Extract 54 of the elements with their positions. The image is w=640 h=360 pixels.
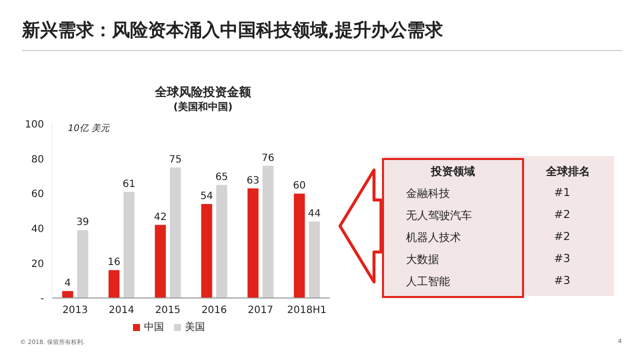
x-tick-label: 2015 (155, 305, 181, 316)
bar (77, 230, 88, 298)
bar (124, 192, 135, 298)
chart-subtitle: (美国和中国) (172, 100, 234, 114)
bar (262, 166, 274, 298)
text: #1 (553, 186, 572, 199)
data-label: 54 (200, 191, 214, 202)
legend-label: 美国 (185, 322, 205, 333)
chart-title: 全球风险投资金额 (154, 84, 252, 101)
text: #2 (553, 230, 572, 243)
data-label: 76 (262, 152, 274, 164)
text: 投资领域 (430, 164, 476, 179)
data-label: 63 (246, 175, 260, 186)
data-label: 4 (64, 278, 71, 290)
bar (248, 188, 259, 298)
bar (154, 224, 166, 298)
text: 人工智能 (405, 274, 451, 289)
bar (308, 221, 320, 298)
data-label: 65 (215, 172, 228, 183)
text: #3 (553, 274, 572, 287)
y-tick-label: 60 (31, 189, 44, 200)
bar (216, 184, 228, 298)
data-label: 42 (154, 212, 167, 223)
legend-label: 中国 (144, 322, 164, 333)
bar (108, 270, 120, 298)
x-tick-label: 2014 (108, 305, 134, 316)
x-tick-label: 2016 (201, 305, 227, 316)
text: 全球排名 (545, 164, 591, 179)
y-axis-title: 10亿 美元 (68, 122, 110, 135)
bar (201, 204, 212, 298)
bar (62, 291, 74, 298)
y-tick-label: 40 (31, 224, 44, 235)
text: 机器人技术 (405, 230, 462, 245)
text: 金融科技 (405, 186, 451, 201)
data-label: 39 (76, 217, 90, 228)
data-label: 60 (292, 180, 306, 192)
y-tick-label: 80 (31, 154, 44, 166)
x-tick-label: 2018H1 (287, 305, 327, 316)
text: #3 (553, 252, 572, 265)
text: 大数据 (405, 252, 440, 267)
x-tick-label: 2013 (62, 305, 88, 316)
bar (170, 168, 181, 298)
y-tick-label: 20 (31, 258, 44, 270)
data-label: 75 (168, 154, 182, 166)
text: 新兴需求：风险资本涌入中国科技领域,提升办公需求 (22, 19, 443, 42)
data-label: 44 (308, 208, 321, 220)
x-tick-label: 2017 (248, 305, 274, 316)
data-label: 16 (108, 257, 120, 268)
text: 无人驾驶汽车 (405, 208, 473, 223)
data-label: 61 (122, 178, 136, 190)
bar (294, 194, 305, 298)
y-tick-label: 100 (24, 120, 44, 131)
text: #2 (553, 208, 572, 221)
y-tick-label: - (40, 294, 44, 305)
